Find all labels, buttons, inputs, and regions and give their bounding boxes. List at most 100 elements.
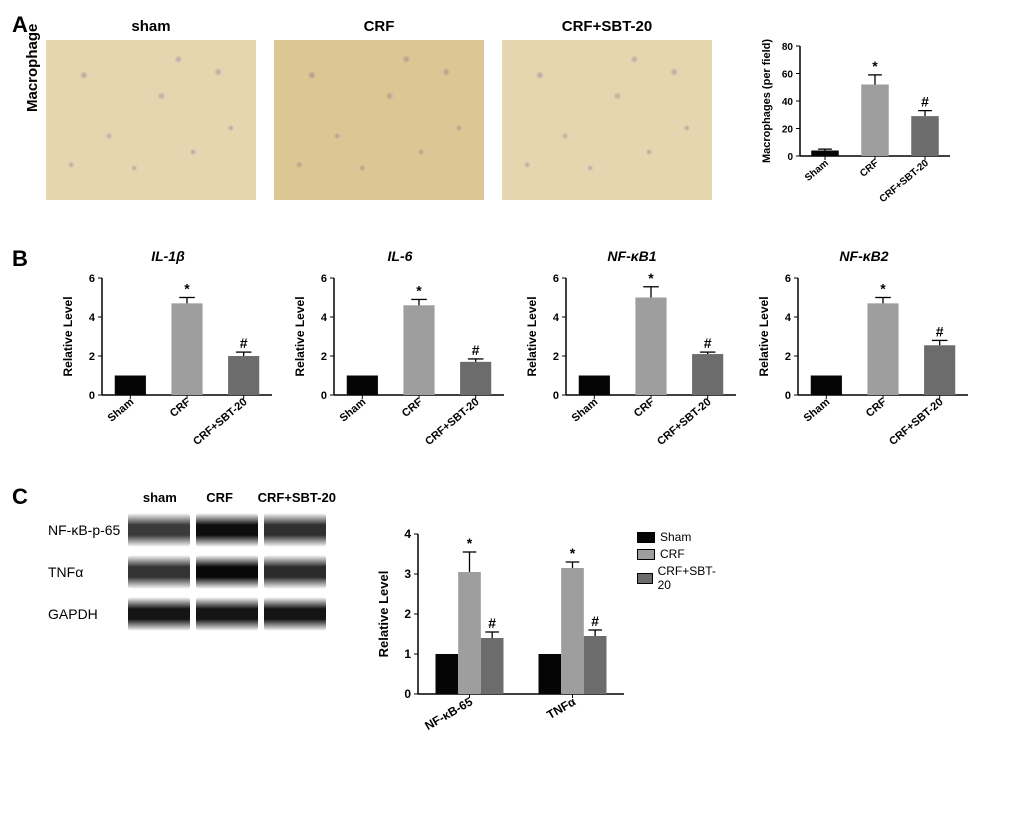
micrograph-title: CRF [274, 18, 484, 36]
svg-text:CRF+SBT-20: CRF+SBT-20 [423, 396, 482, 448]
chart-title: NF-κB2 [748, 248, 980, 266]
svg-text:4: 4 [89, 312, 96, 324]
svg-text:Relative Level: Relative Level [61, 296, 75, 376]
svg-text:0: 0 [89, 390, 95, 402]
svg-text:CRF: CRF [864, 396, 889, 420]
svg-text:1: 1 [404, 647, 411, 661]
legend-swatch [637, 549, 655, 560]
panel-b-chart-1: IL-6 0 2 4 6 Relative Level Sham * CRF # CRF+SBT-… [284, 248, 516, 468]
svg-text:NF-κB-65: NF-κB-65 [422, 694, 475, 733]
svg-text:6: 6 [785, 273, 791, 285]
wb-lane [264, 597, 326, 631]
chart-title: IL-6 [284, 248, 516, 266]
svg-text:#: # [704, 335, 712, 351]
panel-a-side-label: Macrophage [24, 24, 41, 112]
legend-label: CRF+SBT-20 [658, 564, 719, 592]
wb-lane [128, 555, 190, 589]
svg-text:*: * [416, 282, 422, 298]
western-blot: sham CRF CRF+SBT-20 NF-κB-p-65 TNFα GAPDH [48, 490, 344, 631]
svg-text:Sham: Sham [803, 158, 831, 184]
svg-text:*: * [648, 270, 654, 286]
svg-text:4: 4 [321, 312, 328, 324]
svg-text:*: * [467, 535, 473, 551]
svg-text:Relative Level: Relative Level [293, 296, 307, 376]
svg-text:4: 4 [404, 527, 411, 541]
wb-row-label: NF-κB-p-65 [48, 522, 128, 538]
legend-item: Sham [637, 530, 718, 544]
panel-c-label: C [12, 484, 28, 510]
svg-text:6: 6 [89, 273, 95, 285]
svg-text:*: * [570, 545, 576, 561]
svg-text:CRF+SBT-20: CRF+SBT-20 [887, 396, 946, 448]
wb-head-cell: sham [130, 490, 190, 505]
svg-text:#: # [591, 613, 599, 629]
wb-row: GAPDH [48, 597, 344, 631]
wb-row: TNFα [48, 555, 344, 589]
svg-text:2: 2 [404, 607, 411, 621]
wb-lane [196, 555, 258, 589]
svg-text:4: 4 [785, 312, 792, 324]
panel-c-barchart: 01234Relative Level*#NF-κB-65*#TNFα Sham… [372, 520, 712, 760]
svg-text:TNFα: TNFα [544, 694, 578, 722]
svg-text:2: 2 [321, 351, 327, 363]
panel-b: B IL-1β 0246Relative LevelSham*CRF#CRF+S… [12, 246, 1008, 466]
svg-text:0: 0 [321, 390, 327, 402]
wb-lane [264, 513, 326, 547]
svg-text:Sham: Sham [338, 396, 369, 425]
svg-text:#: # [240, 335, 248, 351]
panel-b-chart-3: NF-κB2 0246Relative LevelSham*CRF#CRF+SB… [748, 248, 980, 468]
wb-row: NF-κB-p-65 [48, 513, 344, 547]
western-blot-header: sham CRF CRF+SBT-20 [48, 490, 344, 505]
wb-lane [264, 555, 326, 589]
panel-a: A Macrophage sham CRF CRF+SBT-20 0204060… [12, 12, 1008, 228]
svg-text:0: 0 [404, 687, 411, 701]
svg-text:6: 6 [553, 273, 559, 285]
western-blot-rows: NF-κB-p-65 TNFα GAPDH [48, 513, 344, 631]
svg-text:2: 2 [89, 351, 95, 363]
wb-lane [128, 597, 190, 631]
panel-b-row: IL-1β 0246Relative LevelSham*CRF#CRF+SBT… [52, 248, 980, 468]
svg-text:0: 0 [785, 390, 791, 402]
micrograph-sham: sham [46, 18, 256, 200]
svg-text:0: 0 [787, 152, 793, 163]
legend-swatch [637, 573, 653, 584]
micrograph-image [46, 40, 256, 200]
svg-text:Sham: Sham [570, 396, 601, 425]
legend-item: CRF+SBT-20 [637, 564, 718, 592]
legend-swatch [637, 532, 655, 543]
svg-text:2: 2 [785, 351, 791, 363]
panel-b-label: B [12, 246, 28, 272]
wb-lane [196, 597, 258, 631]
svg-text:4: 4 [553, 312, 560, 324]
panel-c: C sham CRF CRF+SBT-20 NF-κB-p-65 TNFα GAPD… [12, 484, 1008, 814]
svg-text:Relative Level: Relative Level [525, 296, 539, 376]
legend-label: Sham [660, 530, 691, 544]
svg-text:#: # [472, 342, 480, 358]
legend-label: CRF [660, 547, 685, 561]
svg-text:#: # [936, 323, 944, 339]
panel-b-chart-0: IL-1β 0246Relative LevelSham*CRF#CRF+SBT… [52, 248, 284, 468]
svg-text:CRF: CRF [400, 396, 425, 420]
wb-row-label: TNFα [48, 564, 128, 580]
wb-lane [128, 513, 190, 547]
svg-text:60: 60 [782, 70, 794, 81]
svg-text:#: # [488, 615, 496, 631]
svg-text:CRF+SBT-20: CRF+SBT-20 [191, 396, 250, 448]
svg-text:#: # [921, 94, 929, 110]
svg-text:Macrophages (per field): Macrophages (per field) [761, 39, 773, 163]
svg-text:80: 80 [782, 42, 794, 53]
svg-text:2: 2 [553, 351, 559, 363]
micrograph-image [502, 40, 712, 200]
wb-lane [196, 513, 258, 547]
svg-text:*: * [184, 281, 190, 297]
svg-text:6: 6 [321, 273, 327, 285]
micrograph-title: sham [46, 18, 256, 36]
wb-head-cell: CRF+SBT-20 [250, 490, 344, 505]
panel-a-micrograph-row: sham CRF CRF+SBT-20 [46, 18, 730, 200]
chart-title: NF-κB1 [516, 248, 748, 266]
micrograph-crf: CRF [274, 18, 484, 200]
panel-c-legend: Sham CRF CRF+SBT-20 [637, 530, 718, 595]
svg-text:Sham: Sham [802, 396, 833, 425]
svg-text:CRF: CRF [858, 158, 881, 180]
svg-text:*: * [872, 58, 878, 74]
